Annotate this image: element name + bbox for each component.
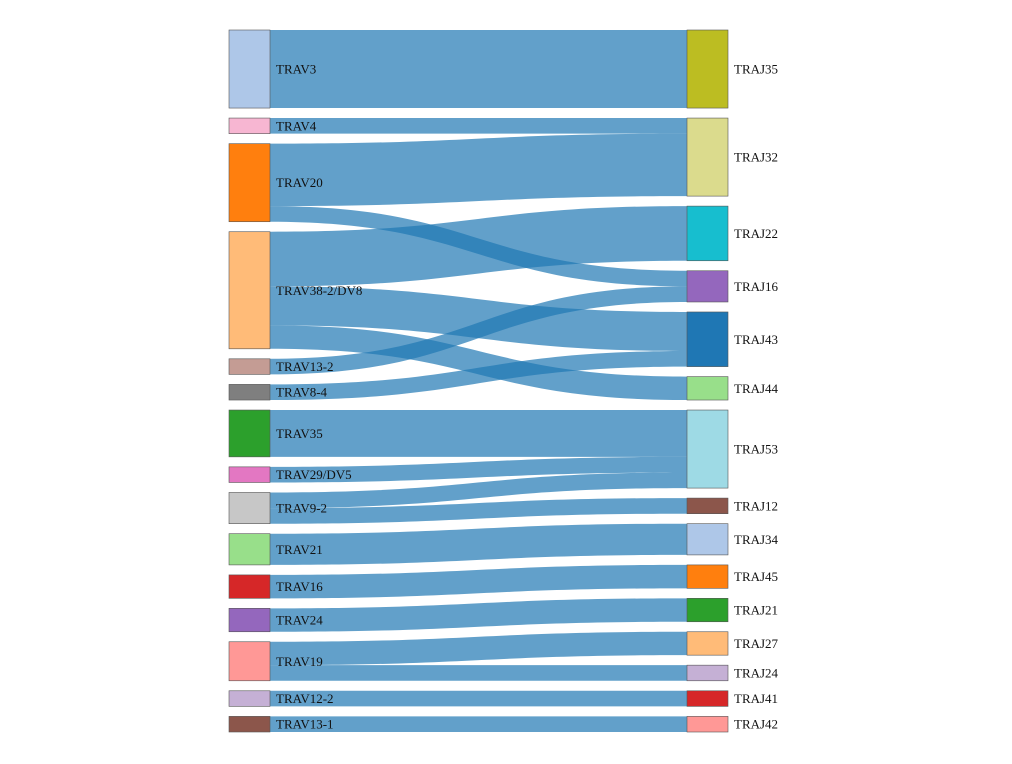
target-node-traj22 [686,205,729,262]
link-trav38-2-dv8-to-traj44 [270,325,687,401]
source-node-trav12-2 [228,690,271,707]
target-label-traj41: TRAJ41 [734,691,778,706]
target-node-traj42 [686,716,729,733]
source-node-trav21 [228,533,271,566]
target-node-traj44 [686,376,729,401]
link-trav21-to-traj34 [270,523,687,565]
link-trav16-to-traj45 [270,564,687,599]
target-node-traj53 [686,409,729,489]
target-label-traj34: TRAJ34 [734,532,779,547]
target-node-traj43 [686,311,729,367]
source-node-trav16 [228,574,271,599]
link-trav12-2-to-traj41 [270,690,687,707]
link-trav29-dv5-to-traj53 [270,456,687,483]
target-label-traj43: TRAJ43 [734,332,778,347]
target-node-traj32 [686,117,729,197]
target-label-traj44: TRAJ44 [734,381,779,396]
source-label-trav16: TRAV16 [276,579,323,594]
target-label-traj22: TRAJ22 [734,226,778,241]
source-node-trav8-4 [228,384,271,401]
link-trav19-to-traj27 [270,631,687,666]
target-label-traj21: TRAJ21 [734,603,778,618]
source-label-trav9-2: TRAV9-2 [276,501,327,516]
links-layer [270,30,687,732]
target-label-traj42: TRAJ42 [734,717,778,732]
source-label-trav13-2: TRAV13-2 [276,359,334,374]
target-label-traj45: TRAJ45 [734,569,778,584]
target-node-traj16 [686,270,729,303]
link-trav4-to-traj32 [270,118,687,134]
source-node-trav35 [228,409,271,458]
target-label-traj27: TRAJ27 [734,636,779,651]
target-node-traj27 [686,631,729,656]
source-node-trav24 [228,608,271,633]
source-node-trav3 [228,29,271,109]
source-label-trav12-2: TRAV12-2 [276,691,334,706]
link-trav8-4-to-traj43 [270,351,687,401]
source-label-trav13-1: TRAV13-1 [276,717,334,732]
source-label-trav19: TRAV19 [276,654,323,669]
source-node-trav38-2-dv8 [228,231,271,350]
target-node-traj12 [686,497,729,514]
source-node-trav13-2 [228,358,271,375]
link-trav13-1-to-traj42 [270,716,687,732]
target-label-traj32: TRAJ32 [734,150,778,165]
source-node-trav20 [228,143,271,223]
source-node-trav9-2 [228,492,271,524]
target-node-traj45 [686,564,729,589]
link-trav38-2-dv8-to-traj43 [270,286,687,351]
source-label-trav3: TRAV3 [276,62,316,77]
link-trav9-2-to-traj12 [270,498,687,524]
link-trav24-to-traj21 [270,598,687,632]
target-label-traj16: TRAJ16 [734,279,779,294]
target-label-traj24: TRAJ24 [734,665,779,680]
link-trav3-to-traj35 [270,30,687,109]
source-node-trav19 [228,641,271,682]
source-node-trav13-1 [228,716,271,733]
link-trav19-to-traj24 [270,665,687,681]
nodes-layer: TRAV3 TRAV4 TRAV20 TRAV38-2/DV8 TRAV13-2 TRAV… [228,29,779,733]
link-trav35-to-traj53 [270,410,687,457]
target-node-traj41 [686,690,729,707]
source-label-trav4: TRAV4 [276,118,317,133]
source-label-trav21: TRAV21 [276,542,323,557]
source-label-trav38-2-dv8: TRAV38-2/DV8 [276,283,362,298]
target-node-traj35 [686,29,729,109]
source-label-trav29-dv5: TRAV29/DV5 [276,467,352,482]
target-label-traj35: TRAJ35 [734,62,778,77]
source-label-trav8-4: TRAV8-4 [276,385,328,400]
link-trav38-2-dv8-to-traj22 [270,206,687,287]
source-label-trav24: TRAV24 [276,613,323,628]
target-node-traj34 [686,523,729,556]
link-trav9-2-to-traj53 [270,472,687,509]
source-label-trav35: TRAV35 [276,426,323,441]
target-node-traj21 [686,598,729,623]
source-node-trav4 [228,117,271,134]
link-trav13-2-to-traj16 [270,286,687,375]
target-label-traj53: TRAJ53 [734,442,778,457]
target-node-traj24 [686,664,729,682]
target-label-traj12: TRAJ12 [734,498,778,513]
link-trav20-to-traj32 [270,133,687,207]
source-label-trav20: TRAV20 [276,175,323,190]
source-node-trav29-dv5 [228,466,271,483]
